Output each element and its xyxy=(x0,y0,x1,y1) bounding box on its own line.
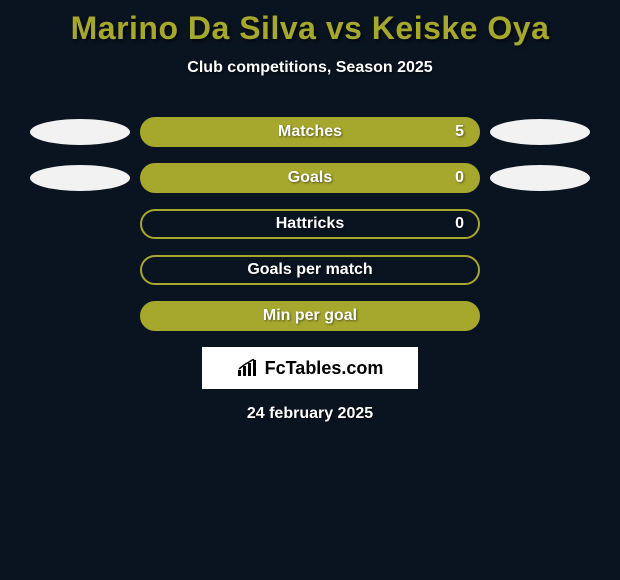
stat-label: Goals xyxy=(288,169,332,187)
page-subtitle: Club competitions, Season 2025 xyxy=(0,59,620,77)
player-right-ellipse xyxy=(490,165,590,191)
stat-bar: Hattricks 0 xyxy=(140,209,480,239)
footer-date: 24 february 2025 xyxy=(0,405,620,423)
left-side xyxy=(20,119,140,145)
player-left-ellipse xyxy=(30,119,130,145)
stat-row: Min per goal xyxy=(0,301,620,331)
stat-row: Matches 5 xyxy=(0,117,620,147)
player-right-ellipse xyxy=(490,119,590,145)
player-left-ellipse xyxy=(30,165,130,191)
stat-label: Goals per match xyxy=(247,261,372,279)
right-side xyxy=(480,119,600,145)
brand-logo: FcTables.com xyxy=(202,347,418,389)
stat-label: Min per goal xyxy=(263,307,357,325)
right-side xyxy=(480,165,600,191)
stat-bar: Min per goal xyxy=(140,301,480,331)
left-side xyxy=(20,165,140,191)
stat-bar: Matches 5 xyxy=(140,117,480,147)
brand-logo-text: FcTables.com xyxy=(265,358,384,379)
chart-icon xyxy=(237,359,259,377)
page-title: Marino Da Silva vs Keiske Oya xyxy=(0,0,620,47)
stat-bar: Goals 0 xyxy=(140,163,480,193)
stat-value: 5 xyxy=(455,123,464,141)
stat-bar: Goals per match xyxy=(140,255,480,285)
stat-label: Matches xyxy=(278,123,342,141)
stat-row: Hattricks 0 xyxy=(0,209,620,239)
stat-value: 0 xyxy=(455,169,464,187)
stat-value: 0 xyxy=(455,215,464,233)
stat-row: Goals per match xyxy=(0,255,620,285)
stat-label: Hattricks xyxy=(276,215,344,233)
stats-container: Matches 5 Goals 0 Hattricks 0 Goals per match M… xyxy=(0,117,620,331)
stat-row: Goals 0 xyxy=(0,163,620,193)
